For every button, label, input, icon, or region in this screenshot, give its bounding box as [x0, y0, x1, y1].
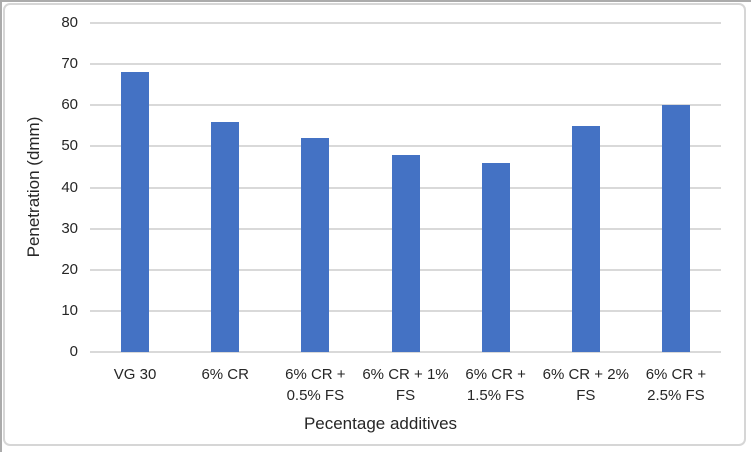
bar: [121, 72, 150, 352]
frame-edge-top: [0, 0, 751, 2]
x-category-label: 6% CR +0.5% FS: [285, 366, 346, 404]
x-axis-title: Pecentage additives: [303, 414, 458, 433]
gridline: [90, 104, 721, 107]
y-tick-label: 40: [61, 178, 78, 196]
gridline: [90, 22, 721, 24]
gridline: [90, 63, 721, 66]
bar: [211, 121, 240, 352]
bar: [301, 138, 330, 352]
x-category-label: 6% CR +1.5% FS: [465, 366, 526, 404]
bar: [661, 105, 690, 352]
x-category-label: 6% CR +2.5% FS: [645, 366, 707, 404]
y-tick-label: 50: [61, 137, 78, 155]
bar: [391, 154, 420, 352]
x-category-label: 6% CR + 1% FS: [362, 366, 449, 404]
y-tick-label: 30: [61, 219, 78, 237]
y-tick-label: 80: [61, 14, 78, 31]
y-tick-label: 70: [61, 55, 78, 73]
x-category-label: 6% CR: [201, 366, 249, 383]
x-category-label: 6% CR + 2% FS: [542, 366, 629, 404]
y-tick-label: 20: [61, 260, 78, 278]
plot-area: [90, 22, 721, 353]
gridline: [90, 145, 721, 148]
y-axis-ticks: 0 10 20 30 40 50 60 70 80: [0, 0, 80, 452]
bar: [571, 125, 600, 352]
y-tick-label: 10: [61, 301, 78, 319]
x-category-label: VG 30: [113, 366, 157, 383]
frame-edge-left: [0, 0, 2, 452]
x-axis-line: [90, 351, 721, 353]
bar: [481, 162, 510, 352]
x-axis-labels: VG 30 6% CR 6% CR +0.5% FS 6% CR + 1% FS 6% C…: [90, 364, 721, 408]
y-tick-label: 60: [61, 96, 78, 114]
y-tick-label: 0: [69, 343, 78, 360]
